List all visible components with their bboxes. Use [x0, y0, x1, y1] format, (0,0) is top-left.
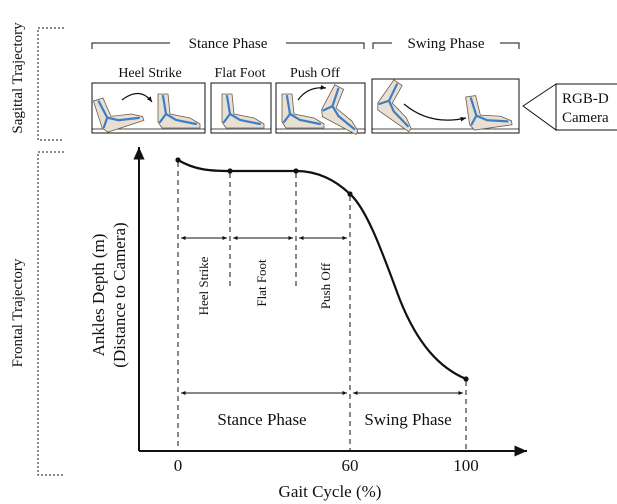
swing-panel: [371, 78, 520, 134]
x-tick-100: 100: [453, 456, 479, 475]
frontal-bracket: [37, 151, 64, 476]
sagittal-bracket: [37, 27, 64, 141]
x-axis-label: Gait Cycle (%): [279, 482, 382, 501]
push-off-panel: [275, 82, 373, 136]
camera-label-line1: RGB-D: [562, 91, 609, 107]
frontal-trajectory-label: Frontal Trajectory: [10, 258, 26, 367]
stance-phase-top-label: Stance Phase: [189, 36, 268, 52]
curve-point-start: [175, 157, 181, 163]
camera-label-line2: Camera: [562, 110, 609, 126]
heel-strike-interval-label: Heel Strike: [196, 256, 211, 315]
flat-foot-panel: [210, 82, 272, 134]
y-axis-label-line1: Ankles Depth (m): [89, 234, 108, 357]
stance-phase-bracket: [91, 42, 365, 49]
curve-point-toe-off: [347, 191, 353, 197]
camera-view-wedge: [522, 83, 557, 131]
x-tick-60: 60: [342, 456, 359, 475]
push-off-interval-label: Push Off: [318, 262, 333, 309]
swing-phase-bottom-label: Swing Phase: [364, 410, 451, 429]
push-off-top-label: Push Off: [290, 66, 340, 81]
stance-phase-bottom-label: Stance Phase: [217, 410, 306, 429]
curve-point-flat-end: [293, 168, 299, 174]
curve-point-flat-start: [227, 168, 233, 174]
curve-point-end: [463, 376, 469, 382]
y-axis-label-line2: (Distance to Camera): [110, 222, 129, 367]
swing-phase-top-label: Swing Phase: [407, 36, 484, 52]
ankle-depth-curve: [177, 159, 467, 381]
x-tick-0: 0: [174, 456, 183, 475]
flat-foot-interval-label: Flat Foot: [254, 259, 269, 307]
rgbd-camera-box: RGB-D Camera: [555, 83, 617, 131]
heel-strike-panel: [91, 82, 206, 135]
heel-strike-top-label: Heel Strike: [118, 66, 181, 81]
flat-foot-top-label: Flat Foot: [215, 66, 266, 81]
sagittal-trajectory-label: Sagittal Trajectory: [10, 22, 26, 134]
swing-phase-bracket: [372, 42, 520, 49]
